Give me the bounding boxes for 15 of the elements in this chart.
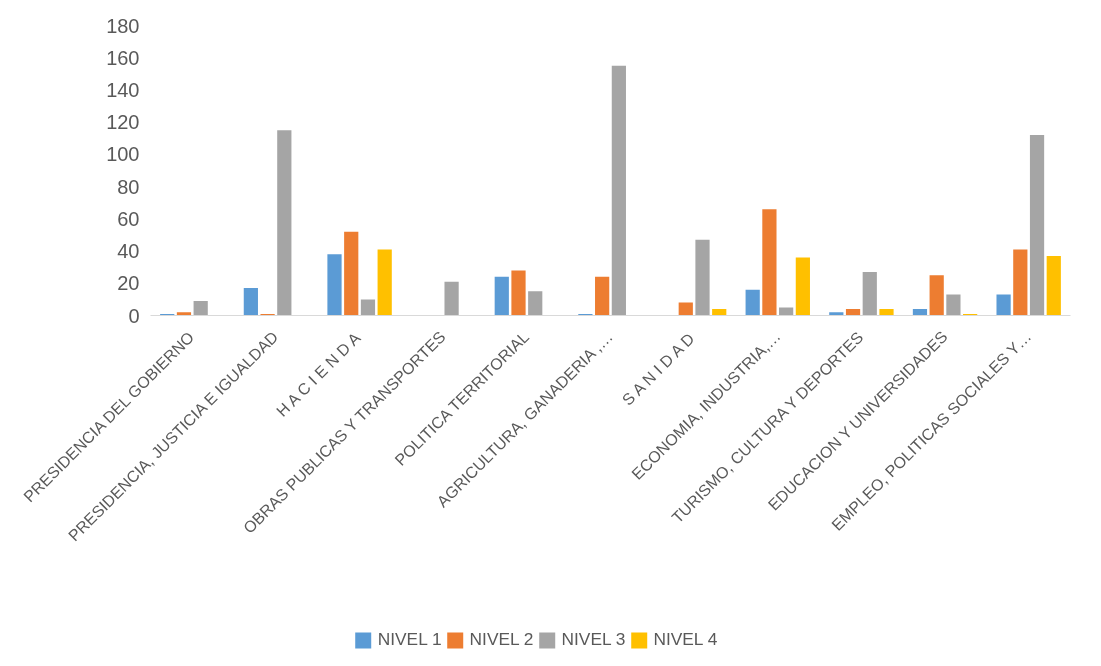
- y-tick-label: 80: [117, 175, 140, 198]
- legend-label: NIVEL 1: [377, 629, 442, 650]
- legend-label: NIVEL 3: [561, 629, 626, 650]
- y-tick-label: 60: [117, 207, 140, 230]
- y-tick-label: 180: [106, 14, 140, 37]
- y-tick-label: 100: [106, 143, 140, 166]
- legend-label: NIVEL 2: [469, 629, 534, 650]
- y-tick-label: 140: [106, 78, 140, 101]
- y-tick-label: 0: [128, 304, 140, 327]
- y-tick-label: 20: [117, 272, 140, 295]
- y-tick-label: 120: [106, 111, 140, 134]
- legend-label: NIVEL 4: [653, 629, 718, 650]
- y-tick-label: 160: [106, 46, 140, 69]
- x-tick-label: S A N I D A D: [618, 329, 698, 409]
- y-tick-label: 40: [117, 240, 140, 263]
